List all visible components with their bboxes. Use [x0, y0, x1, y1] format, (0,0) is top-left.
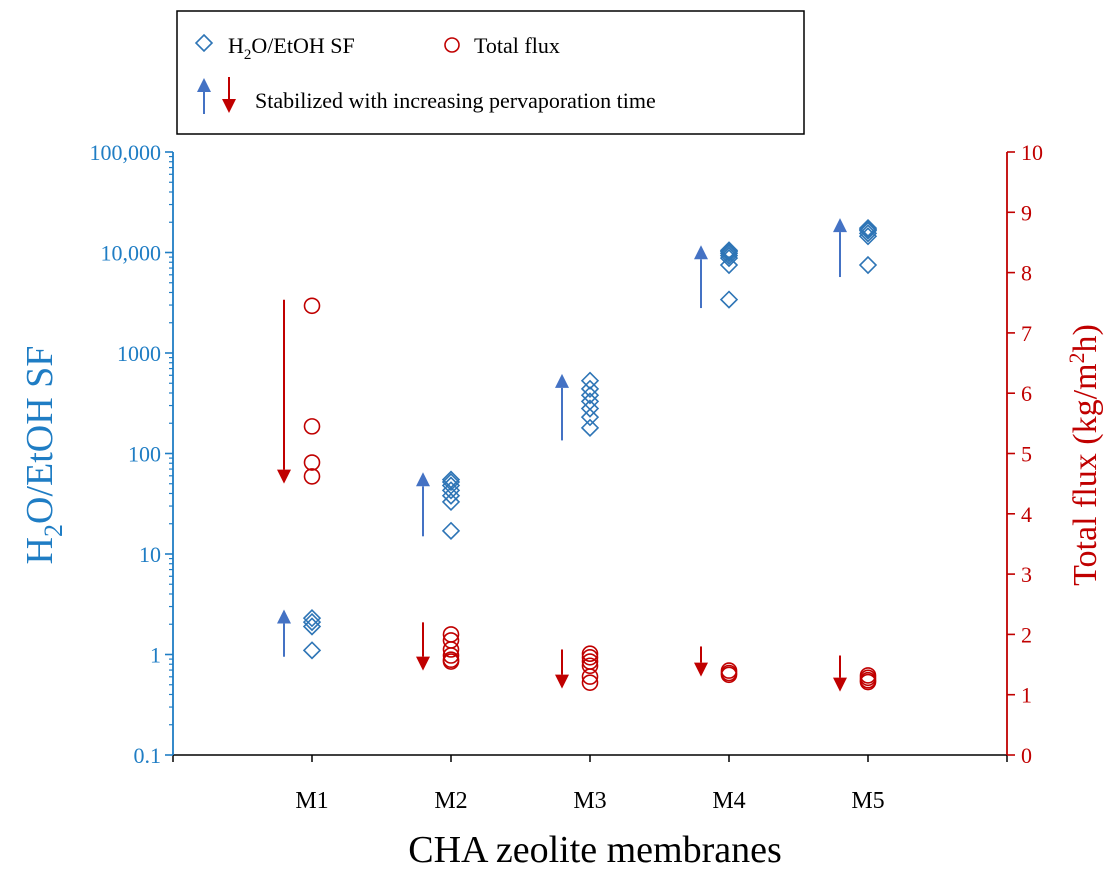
- left-tick-label: 100: [128, 442, 161, 467]
- right-tick-label: 0: [1021, 743, 1032, 768]
- x-tick-label: M1: [295, 788, 328, 814]
- sf-point: [580, 399, 600, 418]
- sf-series: [302, 218, 878, 660]
- legend-flux-label: Total flux: [474, 33, 560, 58]
- sf-point: [580, 379, 600, 398]
- sf-point: [719, 241, 739, 260]
- sf-point: [580, 371, 600, 390]
- sf-point: [858, 255, 878, 275]
- right-tick-label: 7: [1021, 321, 1032, 346]
- trend-arrow-up-icon: [694, 245, 708, 309]
- sf-point: [302, 641, 322, 660]
- sf-point: [441, 521, 461, 540]
- trend-arrow-down-icon: [694, 646, 708, 677]
- arrow-head: [277, 609, 291, 624]
- left-axis-ticks: 0.1 1 10 100 1000 10,000 100,000: [90, 140, 173, 768]
- left-tick-label: 10,000: [101, 241, 162, 266]
- trend-arrows: [277, 218, 847, 692]
- right-tick-label: 8: [1021, 261, 1032, 286]
- x-tick-label: M2: [434, 788, 467, 814]
- sf-point: [302, 609, 322, 628]
- arrow-head: [277, 469, 291, 484]
- arrow-head: [833, 218, 847, 233]
- right-tick-label: 3: [1021, 562, 1032, 587]
- legend-sf-marker: [194, 33, 214, 53]
- right-tick-label: 10: [1021, 140, 1043, 165]
- sf-point: [719, 290, 739, 309]
- x-axis-title: CHA zeolite membranes: [408, 829, 782, 871]
- trend-arrow-down-icon: [416, 622, 430, 671]
- sf-point: [858, 218, 878, 238]
- sf-point: [719, 244, 739, 263]
- sf-point: [858, 220, 878, 239]
- flux-point: [303, 297, 321, 315]
- flux-point: [303, 418, 321, 435]
- right-tick-label: 4: [1021, 502, 1032, 527]
- legend-arrow-note: Stabilized with increasing pervaporation…: [255, 88, 656, 113]
- right-axis-ticks: 0 1 2 3 4 5 6 7 8 9 10: [1007, 140, 1043, 768]
- trend-arrow-up-icon: [416, 472, 430, 537]
- flux-point: [442, 647, 460, 664]
- flux-point: [581, 649, 599, 666]
- x-tick-label: M4: [712, 788, 745, 814]
- sf-point: [858, 221, 878, 240]
- arrow-head: [555, 373, 569, 388]
- legend: H2O/EtOH SF Total flux Stabilized with i…: [176, 10, 805, 135]
- flux-point: [581, 645, 599, 662]
- sf-point: [441, 492, 461, 512]
- legend-sf-label: H2O/EtOH SF: [228, 33, 355, 63]
- sf-point: [580, 408, 600, 427]
- flux-point: [303, 468, 321, 485]
- arrow-head: [694, 662, 708, 677]
- flux-series: [303, 297, 877, 691]
- right-tick-label: 5: [1021, 442, 1032, 467]
- trend-arrow-up-icon: [277, 609, 291, 657]
- right-tick-label: 2: [1021, 622, 1032, 647]
- sf-point: [580, 418, 600, 437]
- arrow-head: [694, 245, 708, 260]
- legend-frame: [176, 10, 805, 135]
- left-tick-label: 10: [139, 542, 161, 567]
- flux-point: [720, 666, 738, 684]
- left-tick-label: 100,000: [90, 140, 162, 165]
- right-tick-label: 6: [1021, 381, 1032, 406]
- sf-point: [441, 472, 461, 492]
- flux-point: [859, 673, 877, 691]
- legend-flux-marker: [444, 37, 460, 53]
- trend-arrow-down-icon: [277, 299, 291, 484]
- trend-arrow-down-icon: [555, 649, 569, 689]
- x-axis-ticks: M1 M2 M3 M4 M5: [172, 755, 1008, 814]
- flux-point: [442, 641, 460, 658]
- x-tick-label: M5: [851, 788, 884, 814]
- flux-point: [442, 653, 460, 670]
- flux-point: [581, 657, 599, 675]
- arrow-head: [833, 677, 847, 692]
- sf-point: [302, 612, 322, 632]
- left-tick-label: 1: [150, 643, 161, 668]
- trend-arrow-up-icon: [555, 373, 569, 441]
- left-tick-label: 0.1: [134, 743, 162, 768]
- x-tick-label: M3: [573, 788, 606, 814]
- legend-down-arrow-icon: [222, 77, 236, 113]
- arrow-head: [416, 472, 430, 487]
- right-tick-label: 1: [1021, 683, 1032, 708]
- arrow-head: [416, 656, 430, 671]
- left-axis-title: H2O/EtOH SF: [19, 346, 68, 565]
- flux-point: [581, 674, 599, 691]
- flux-point: [303, 454, 321, 471]
- arrow-head: [555, 674, 569, 689]
- trend-arrow-down-icon: [833, 655, 847, 692]
- sf-point: [719, 242, 739, 261]
- right-tick-label: 9: [1021, 200, 1032, 225]
- sf-point: [719, 255, 739, 275]
- legend-up-arrow-icon: [197, 78, 211, 114]
- left-tick-label: 1000: [117, 341, 161, 366]
- trend-arrow-up-icon: [833, 218, 847, 278]
- sf-point: [441, 470, 461, 489]
- right-axis-title: Total flux (kg/m2h): [1064, 324, 1104, 586]
- flux-point: [581, 668, 599, 685]
